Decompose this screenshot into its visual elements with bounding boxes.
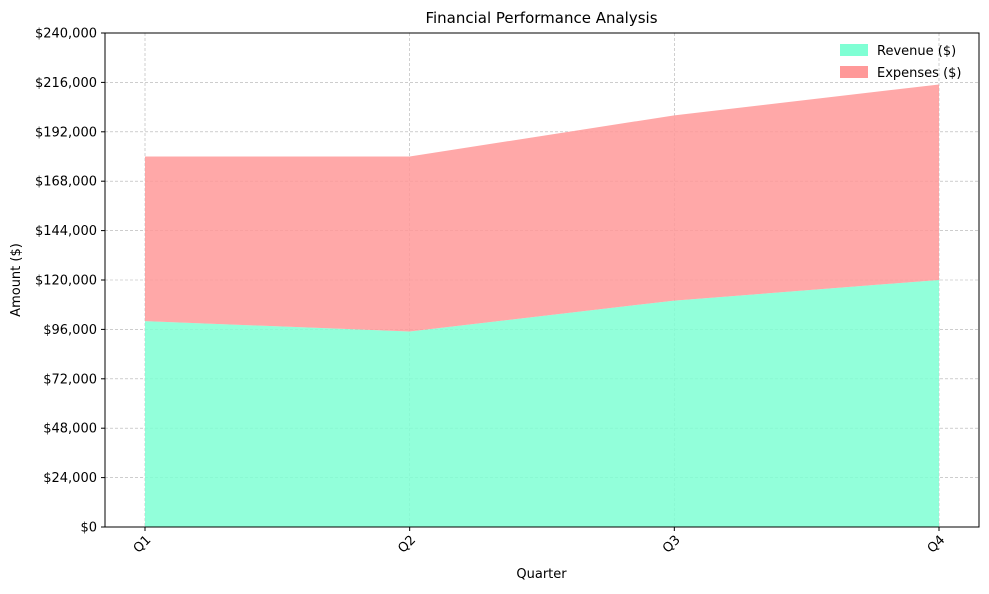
- legend-swatch-revenue: [840, 44, 868, 56]
- y-tick-label: $24,000: [43, 471, 97, 486]
- legend-label-expenses: Expenses ($): [877, 66, 962, 81]
- y-tick-label: $72,000: [43, 372, 97, 387]
- legend-swatch-expenses: [840, 66, 868, 78]
- chart-title: Financial Performance Analysis: [425, 9, 657, 27]
- y-tick-label: $48,000: [43, 422, 97, 437]
- y-tick-label: $192,000: [35, 125, 97, 140]
- legend-label-revenue: Revenue ($): [877, 44, 956, 59]
- y-tick-label: $96,000: [43, 323, 97, 338]
- x-axis-label: Quarter: [516, 567, 567, 582]
- y-tick-label: $144,000: [35, 224, 97, 239]
- y-tick-label: $120,000: [35, 274, 97, 289]
- y-axis-label: Amount ($): [9, 243, 24, 317]
- y-tick-label: $216,000: [35, 76, 97, 91]
- y-tick-label: $168,000: [35, 175, 97, 190]
- y-tick-label: $0: [80, 521, 97, 536]
- y-tick-label: $240,000: [35, 27, 97, 42]
